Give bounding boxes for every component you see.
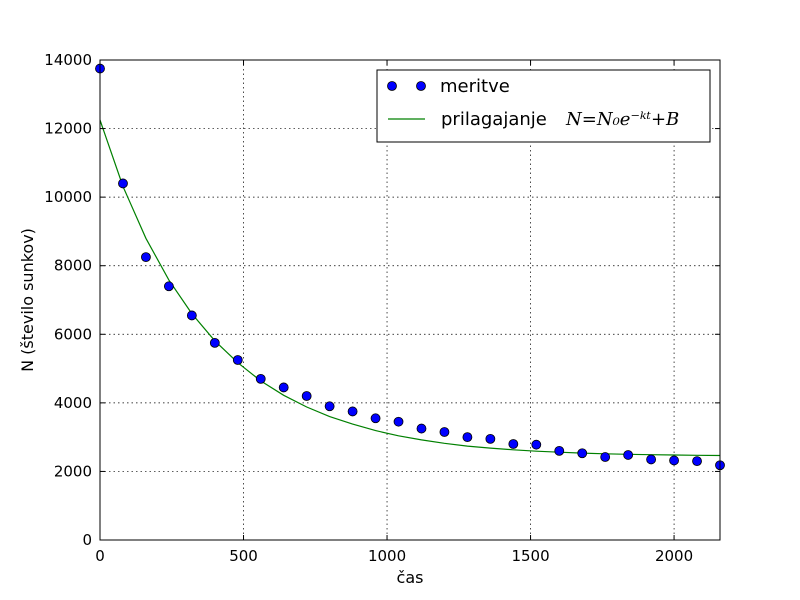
data-point [301, 391, 312, 401]
data-point [186, 310, 197, 321]
y-tick-label: 10000 [44, 188, 92, 206]
x-tick-label: 0 [95, 547, 105, 565]
data-point [439, 427, 450, 437]
data-point [623, 450, 634, 460]
data-point [255, 373, 266, 384]
data-point [531, 439, 542, 450]
data-point [393, 416, 404, 427]
ticks [99, 59, 720, 541]
data-point [462, 432, 473, 443]
x-axis-label: čas [397, 568, 424, 587]
legend-marker-meritve [416, 81, 426, 91]
data-point [278, 382, 289, 393]
legend-marker-meritve [387, 81, 397, 91]
data-point [554, 445, 565, 456]
fit-line [99, 119, 721, 457]
data-point [118, 178, 128, 189]
data-point [232, 355, 243, 365]
points-layer [95, 63, 725, 471]
grid [100, 60, 720, 540]
y-tick-label: 14000 [44, 51, 92, 69]
plot-frame [99, 59, 721, 541]
data-point [209, 337, 220, 348]
y-tick-label: 4000 [54, 394, 92, 412]
tick-labels: 0 500 1000 1500 2000 0 2000 4000 6000 8000 10000 12… [44, 51, 693, 565]
data-point [646, 454, 657, 465]
data-point [508, 439, 519, 449]
legend-label-meritve: meritve [440, 76, 510, 97]
data-point [485, 433, 496, 444]
y-axis-label: N (število sunkov) [18, 228, 37, 372]
data-point [669, 455, 679, 466]
data-point [370, 413, 381, 424]
legend: meritve prilagajanje N=N₀e⁻ᵏᵗ+B [376, 69, 711, 143]
legend-label-fit: prilagajanje [441, 109, 547, 130]
x-tick-label: 1500 [511, 547, 549, 565]
data-point [577, 448, 588, 459]
legend-box [376, 69, 711, 143]
y-tick-label: 2000 [54, 462, 92, 480]
x-tick-label: 500 [229, 547, 258, 565]
y-tick-label: 6000 [54, 325, 92, 343]
data-point [141, 252, 151, 263]
data-point [163, 281, 174, 292]
y-tick-label: 8000 [54, 257, 92, 275]
y-tick-label: 12000 [44, 120, 92, 138]
data-point [347, 406, 358, 417]
fit-layer [99, 119, 721, 457]
data-point [416, 423, 427, 434]
data-point [692, 456, 702, 467]
data-point [324, 401, 335, 412]
y-tick-label: 0 [82, 531, 92, 549]
legend-fit-formula: N=N₀e⁻ᵏᵗ+B [565, 109, 679, 130]
data-point [600, 452, 611, 462]
x-tick-label: 1000 [368, 547, 406, 565]
x-tick-label: 2000 [655, 547, 693, 565]
